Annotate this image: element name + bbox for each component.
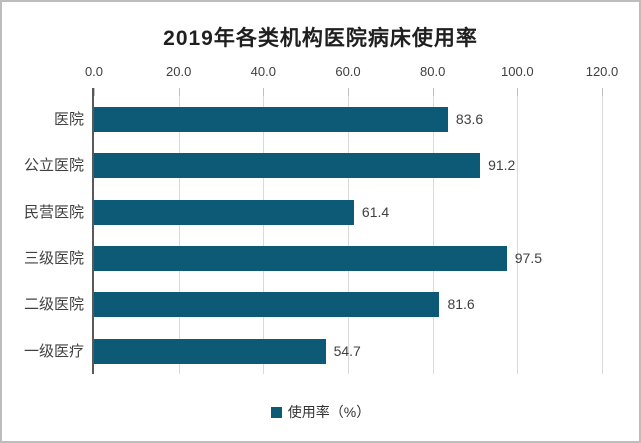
- bar: [94, 245, 507, 271]
- legend: 使用率（%）: [2, 402, 639, 422]
- legend-label: 使用率（%）: [287, 404, 371, 420]
- value-label: 81.6: [447, 296, 475, 313]
- value-label: 61.4: [361, 203, 390, 220]
- value-label: 83.6: [455, 110, 484, 127]
- x-axis-tick: [517, 88, 519, 96]
- category-label: 一级医疗: [23, 342, 84, 360]
- x-axis-tick-label: 20.0: [166, 64, 192, 79]
- gridline: [432, 96, 434, 374]
- x-axis-tick-label: 120.0: [585, 64, 619, 79]
- bar: [94, 338, 326, 364]
- gridline: [263, 96, 265, 374]
- x-axis-tick: [602, 88, 603, 96]
- bar: [94, 199, 354, 225]
- x-axis-tick: [94, 88, 95, 96]
- category-label: 二级医院: [23, 296, 84, 314]
- x-axis-tick: [263, 88, 265, 96]
- gridline: [517, 96, 519, 374]
- x-axis-tick-label: 80.0: [420, 64, 446, 79]
- bar: [94, 292, 440, 318]
- value-label: 54.7: [333, 342, 361, 359]
- chart-title: 2019年各类机构医院病床使用率: [163, 27, 478, 50]
- x-axis-tick: [178, 88, 180, 96]
- legend-swatch-icon: [270, 406, 282, 418]
- gridline: [178, 96, 180, 374]
- gridline: [602, 96, 603, 374]
- y-axis-line: [92, 88, 94, 374]
- category-label: 三级医院: [23, 249, 84, 267]
- x-axis-tick: [348, 88, 349, 96]
- category-label: 民营医院: [23, 203, 84, 221]
- value-label: 91.2: [488, 157, 516, 174]
- x-axis-tick-label: 100.0: [501, 64, 534, 79]
- category-label: 医院: [53, 110, 84, 128]
- bar: [94, 153, 481, 179]
- bar: [94, 106, 448, 132]
- category-label: 公立医院: [23, 157, 84, 175]
- x-axis-tick-label: 40.0: [250, 64, 276, 79]
- x-axis-tick-label: 60.0: [335, 64, 361, 79]
- x-axis-tick-label: 0.0: [84, 64, 104, 79]
- value-label: 97.5: [514, 249, 542, 266]
- gridline: [348, 96, 349, 374]
- x-axis-tick: [432, 88, 434, 96]
